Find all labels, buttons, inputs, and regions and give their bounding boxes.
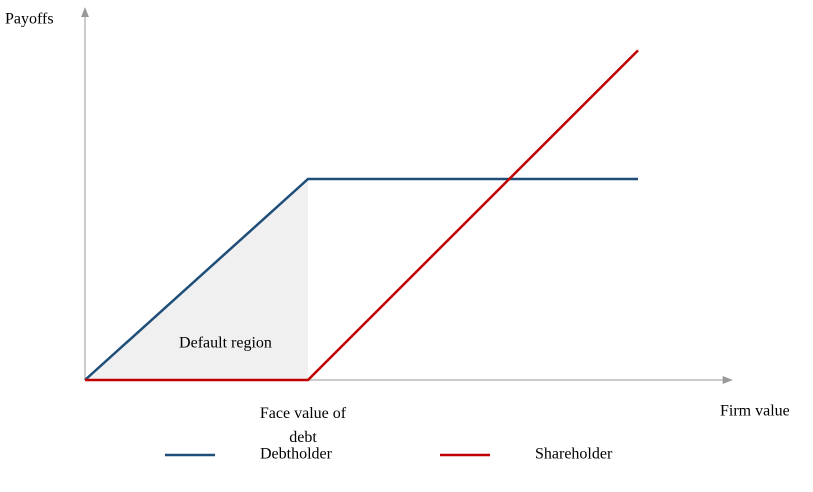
line-series (84, 177, 639, 381)
annotation: Default region (179, 334, 272, 351)
line-series (85, 49, 639, 382)
legend-label: Shareholder (535, 446, 613, 463)
y-axis-label: Payoffs (5, 11, 54, 28)
x-tick-label: Face value of debt (259, 405, 347, 446)
legend-label: Debtholder (260, 446, 333, 463)
x-axis-label: Firm value (720, 403, 790, 420)
